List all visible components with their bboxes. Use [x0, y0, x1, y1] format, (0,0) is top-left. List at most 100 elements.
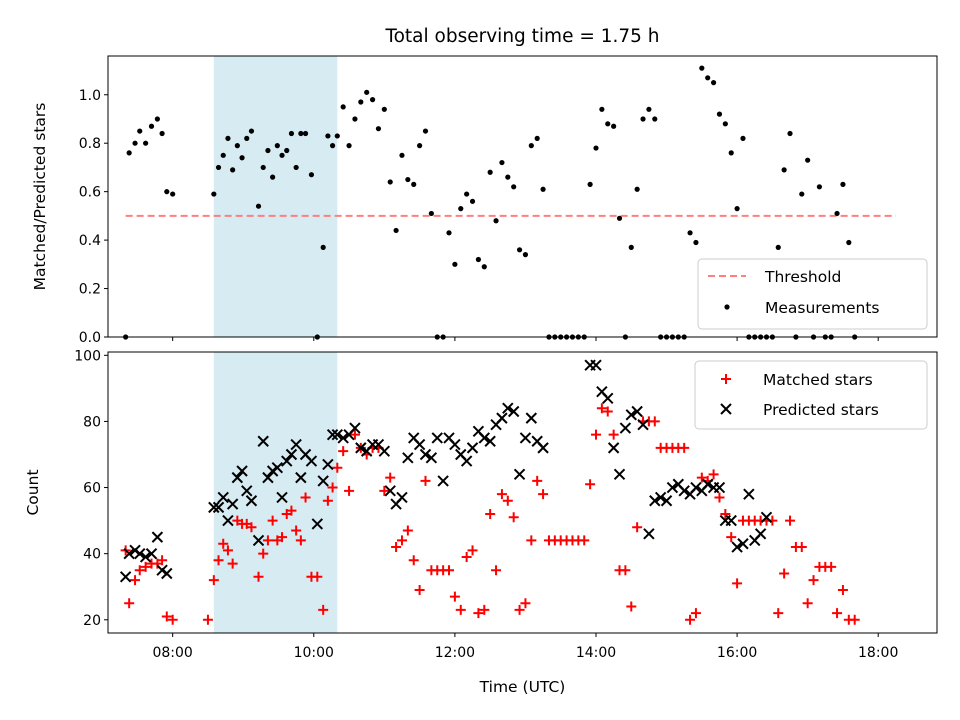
predicted-star-point	[208, 501, 220, 514]
matched-star-point	[826, 561, 837, 572]
predicted-star-point	[311, 518, 324, 530]
measurement-point	[534, 135, 540, 141]
matched-star-point	[502, 495, 513, 506]
measurement-point	[255, 203, 262, 209]
measurement-point	[270, 174, 276, 180]
x-tick-label: 16:00	[717, 645, 757, 661]
predicted-star-point	[666, 481, 679, 494]
measurement-point	[375, 126, 382, 132]
predicted-star-point	[425, 452, 438, 464]
measurement-point	[284, 147, 290, 154]
matched-star-point	[267, 515, 278, 526]
measurement-point	[452, 261, 458, 267]
predicted-star-point	[252, 534, 265, 547]
matched-star-point	[526, 535, 537, 546]
measurement-point	[587, 181, 593, 187]
x-tick-label: 12:00	[435, 645, 475, 661]
measurement-point	[493, 218, 499, 224]
predicted-star-point	[396, 491, 408, 504]
highlight-span-1	[213, 56, 338, 337]
matched-star-point	[338, 446, 349, 457]
matched-star-point	[161, 611, 172, 622]
measurement-point	[265, 147, 271, 154]
measurement-point	[170, 191, 176, 197]
matched-star-point	[130, 575, 141, 586]
predicted-star-point	[654, 491, 667, 504]
matched-star-point	[253, 571, 264, 582]
matched-star-point	[213, 555, 224, 566]
measurement-point	[274, 143, 280, 149]
predicted-star-point	[271, 461, 284, 474]
measurement-point	[358, 99, 364, 105]
matched-star-point	[620, 565, 631, 576]
predicted-star-point	[305, 455, 318, 467]
x-tick-label: 14:00	[576, 645, 616, 661]
measurement-point	[215, 164, 222, 171]
predicted-star-point	[326, 428, 339, 441]
y-tick-label: 0.6	[79, 185, 101, 201]
predicted-star-point	[413, 438, 426, 451]
matched-star-point	[785, 515, 796, 526]
predicted-star-point	[322, 458, 334, 471]
measurement-point	[499, 159, 505, 166]
measurement-point	[325, 133, 331, 139]
matched-star-point	[467, 545, 478, 556]
predicted-star-point	[349, 422, 361, 434]
measurement-point	[469, 198, 476, 204]
axes-frame-2	[107, 351, 938, 634]
predicted-star-point	[619, 422, 632, 434]
predicted-star-point	[701, 478, 714, 490]
measurement-point	[540, 186, 546, 192]
matched-star-point	[414, 585, 425, 596]
predicted-star-point	[437, 475, 449, 487]
measurement-point	[154, 116, 160, 122]
y-tick-label: 0.8	[79, 136, 101, 152]
matched-star-point	[732, 578, 743, 589]
predicted-star-point	[484, 435, 496, 447]
matched-star-point	[402, 525, 413, 536]
measurement-point	[705, 75, 711, 81]
matched-star-point	[349, 429, 360, 440]
measurement-point	[693, 239, 699, 246]
measurement-point	[381, 106, 387, 112]
measurement-point	[475, 256, 482, 263]
matched-star-point	[696, 472, 707, 483]
predicted-star-point	[431, 432, 443, 444]
measurement-point	[159, 130, 165, 137]
y-tick-label: 1.0	[79, 88, 101, 104]
matched-star-point	[277, 532, 288, 543]
predicted-star-point	[731, 541, 743, 553]
highlight-span-2	[213, 352, 338, 633]
matched-star-point	[344, 485, 355, 496]
predicted-star-point	[466, 442, 479, 454]
measurement-point	[652, 116, 658, 122]
measurement-point	[393, 227, 399, 234]
matched-star-point	[508, 512, 519, 523]
matched-star-point	[140, 561, 151, 572]
measurement-point	[840, 181, 846, 187]
measurement-point	[699, 65, 705, 71]
predicted-star-point	[502, 402, 514, 414]
matched-star-point	[579, 535, 590, 546]
matched-star-point	[773, 608, 784, 619]
measurement-point	[308, 172, 315, 178]
matched-star-point	[485, 508, 496, 519]
matched-star-point	[134, 565, 145, 576]
measurement-point	[740, 135, 746, 141]
predicted-star-point	[241, 485, 253, 497]
predicted-star-point	[743, 488, 755, 500]
measurement-point	[516, 247, 523, 253]
matched-star-point	[590, 429, 601, 440]
x-tick-label: 18:00	[858, 645, 898, 661]
measurement-point	[148, 123, 155, 129]
matched-star-point	[626, 601, 637, 612]
matched-star-point	[714, 492, 725, 503]
y-tick-label: 80	[83, 414, 101, 430]
matched-star-point	[808, 575, 819, 586]
predicted-star-point	[331, 428, 344, 441]
predicted-star-point	[151, 531, 164, 543]
predicted-star-point	[355, 442, 367, 454]
predicted-star-point	[212, 501, 225, 514]
measurement-point	[522, 252, 529, 258]
